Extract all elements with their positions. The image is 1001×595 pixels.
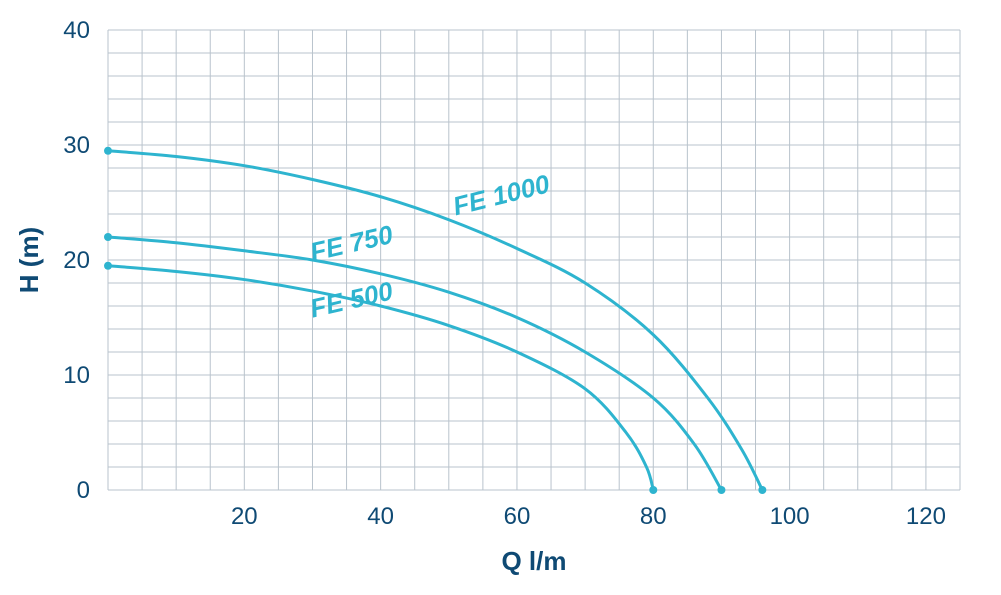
series-marker bbox=[104, 147, 112, 155]
chart-svg: 20406080100120010203040Q l/mH (m)FE 500F… bbox=[0, 0, 1001, 595]
x-tick-label: 40 bbox=[367, 503, 394, 530]
x-tick-label: 120 bbox=[906, 503, 946, 530]
x-tick-label: 80 bbox=[640, 503, 667, 530]
x-axis-label: Q l/m bbox=[501, 546, 566, 576]
y-tick-label: 20 bbox=[63, 247, 90, 274]
y-tick-label: 10 bbox=[63, 362, 90, 389]
series-marker bbox=[104, 262, 112, 270]
series-marker bbox=[104, 233, 112, 241]
y-tick-label: 30 bbox=[63, 132, 90, 159]
pump-curve-chart: 20406080100120010203040Q l/mH (m)FE 500F… bbox=[0, 0, 1001, 595]
grid bbox=[108, 30, 960, 490]
x-tick-label: 100 bbox=[770, 503, 810, 530]
y-tick-label: 0 bbox=[77, 477, 90, 504]
series-marker bbox=[758, 486, 766, 494]
series-marker bbox=[717, 486, 725, 494]
x-tick-label: 60 bbox=[504, 503, 531, 530]
chart-bg bbox=[0, 0, 1001, 595]
x-tick-label: 20 bbox=[231, 503, 258, 530]
series-marker bbox=[649, 486, 657, 494]
y-tick-label: 40 bbox=[63, 17, 90, 44]
y-axis-label: H (m) bbox=[14, 227, 44, 293]
